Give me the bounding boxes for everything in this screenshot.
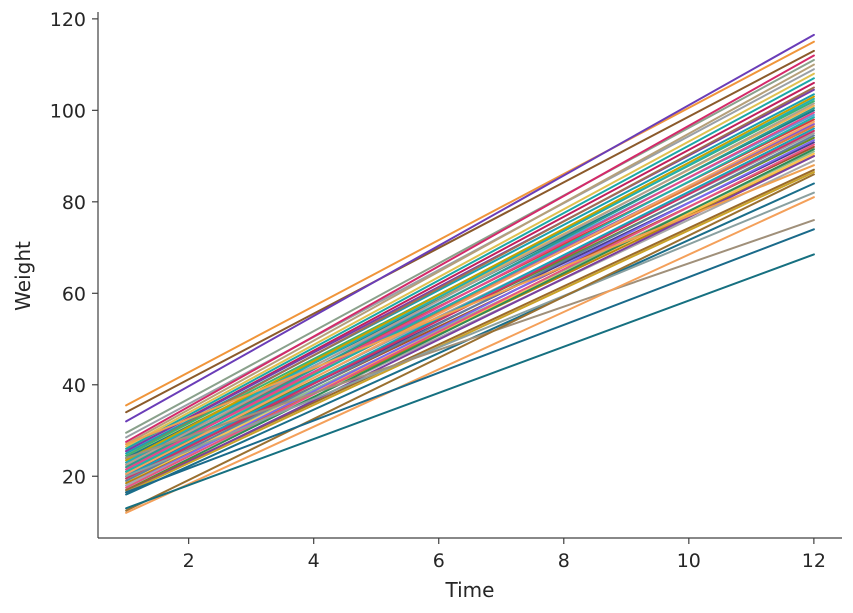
series-line-38 [125, 139, 815, 487]
series-line-11 [125, 88, 815, 453]
series-line-24 [125, 107, 815, 469]
series-line-4 [125, 59, 815, 434]
series-line-35 [125, 152, 815, 482]
series-line-3 [125, 33, 815, 423]
series-line-48 [125, 164, 815, 446]
series-line-28 [125, 116, 815, 473]
series-line-26 [125, 111, 815, 471]
series-line-41 [125, 148, 815, 491]
y-tick-label: 60 [62, 283, 86, 305]
series-line-47 [125, 219, 815, 459]
y-tick-label: 80 [62, 192, 86, 214]
series-line-51 [125, 253, 815, 510]
x-axis-ticks: 2 4 6 8 10 12 [183, 538, 826, 572]
x-axis-label: Time [445, 578, 495, 602]
series-line-49 [125, 196, 815, 514]
x-tick-label: 10 [677, 550, 701, 572]
series-line-10 [125, 81, 815, 453]
series-line-22 [125, 102, 815, 466]
y-tick-label: 20 [62, 466, 86, 488]
series-line-36 [125, 134, 815, 482]
x-tick-label: 2 [183, 550, 195, 572]
y-axis-ticks: 20 40 60 80 100 120 [50, 9, 98, 488]
series-line-13 [125, 86, 815, 457]
y-axis-label: Weight [11, 241, 35, 311]
series-line-30 [125, 120, 815, 475]
series-line-20 [125, 97, 815, 464]
x-tick-label: 8 [558, 550, 570, 572]
series-line-8 [125, 72, 815, 448]
y-tick-label: 100 [50, 100, 86, 122]
series-line-18 [125, 95, 815, 462]
series-line-46 [125, 191, 815, 478]
series-line-7 [125, 63, 815, 446]
y-tick-label: 120 [50, 9, 86, 31]
series-line-32 [125, 127, 815, 478]
series-line-44 [125, 171, 815, 494]
series-line-50 [125, 173, 815, 512]
series-line-9 [125, 77, 815, 450]
x-tick-label: 4 [308, 550, 320, 572]
series-line-1 [125, 40, 815, 407]
x-tick-label: 12 [802, 550, 826, 572]
series-line-52 [125, 228, 815, 494]
series-lines [125, 33, 815, 514]
x-tick-label: 6 [433, 550, 445, 572]
series-line-40 [125, 143, 815, 489]
series-line-6 [125, 54, 815, 443]
y-tick-label: 40 [62, 375, 86, 397]
series-line-2 [125, 49, 815, 414]
